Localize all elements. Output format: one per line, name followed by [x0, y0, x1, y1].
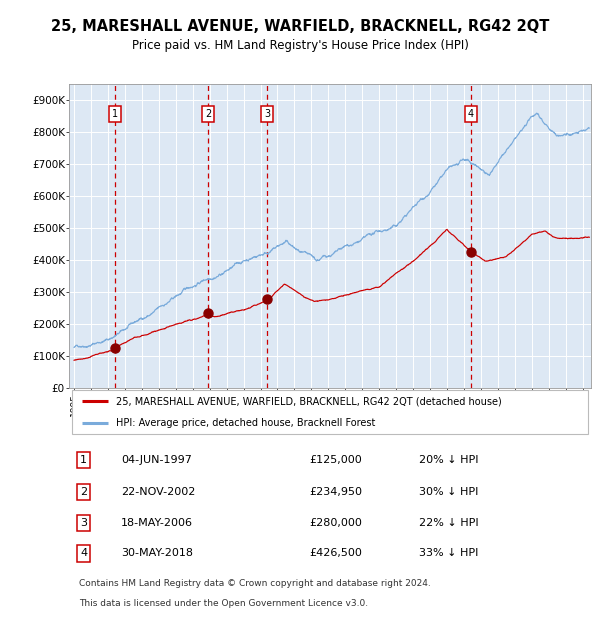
Text: 22% ↓ HPI: 22% ↓ HPI: [419, 518, 478, 528]
Text: Price paid vs. HM Land Registry's House Price Index (HPI): Price paid vs. HM Land Registry's House …: [131, 39, 469, 51]
Text: 1: 1: [80, 455, 87, 465]
Text: HPI: Average price, detached house, Bracknell Forest: HPI: Average price, detached house, Brac…: [116, 418, 376, 428]
Text: 25, MARESHALL AVENUE, WARFIELD, BRACKNELL, RG42 2QT: 25, MARESHALL AVENUE, WARFIELD, BRACKNEL…: [51, 19, 549, 33]
Text: £125,000: £125,000: [309, 455, 362, 465]
Text: 30% ↓ HPI: 30% ↓ HPI: [419, 487, 478, 497]
Text: £280,000: £280,000: [309, 518, 362, 528]
Text: 22-NOV-2002: 22-NOV-2002: [121, 487, 196, 497]
Text: 3: 3: [80, 518, 87, 528]
Text: £426,500: £426,500: [309, 549, 362, 559]
Text: 1: 1: [112, 109, 118, 119]
Text: 30-MAY-2018: 30-MAY-2018: [121, 549, 193, 559]
Text: 04-JUN-1997: 04-JUN-1997: [121, 455, 192, 465]
FancyBboxPatch shape: [71, 391, 589, 434]
Text: 25, MARESHALL AVENUE, WARFIELD, BRACKNELL, RG42 2QT (detached house): 25, MARESHALL AVENUE, WARFIELD, BRACKNEL…: [116, 396, 502, 406]
Text: 18-MAY-2006: 18-MAY-2006: [121, 518, 193, 528]
Text: 3: 3: [264, 109, 270, 119]
Text: 2: 2: [205, 109, 211, 119]
Text: £234,950: £234,950: [309, 487, 362, 497]
Text: This data is licensed under the Open Government Licence v3.0.: This data is licensed under the Open Gov…: [79, 598, 368, 608]
Text: 2: 2: [80, 487, 87, 497]
Text: 4: 4: [468, 109, 474, 119]
Text: 4: 4: [80, 549, 87, 559]
Text: Contains HM Land Registry data © Crown copyright and database right 2024.: Contains HM Land Registry data © Crown c…: [79, 579, 431, 588]
Text: 20% ↓ HPI: 20% ↓ HPI: [419, 455, 478, 465]
Text: 33% ↓ HPI: 33% ↓ HPI: [419, 549, 478, 559]
